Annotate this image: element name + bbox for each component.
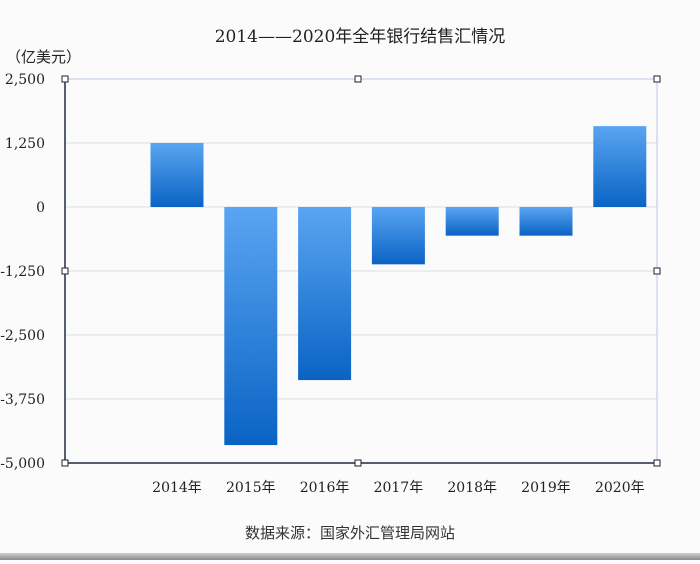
resize-handle[interactable] <box>354 459 362 467</box>
y-tick-label: -2,500 <box>0 328 45 344</box>
bar-2016年 <box>298 207 352 381</box>
x-tick-label: 2015年 <box>226 480 276 496</box>
x-tick-label: 2018年 <box>447 480 497 496</box>
gridlines <box>65 78 657 400</box>
bar-2014年 <box>150 143 204 207</box>
resize-handle[interactable] <box>354 75 362 83</box>
chart-title: 2014——2020年全年银行结售汇情况 <box>215 27 506 47</box>
y-tick-label: 2,500 <box>5 72 45 88</box>
resize-handle[interactable] <box>61 459 69 467</box>
resize-handle[interactable] <box>653 267 661 275</box>
y-tick-label: 0 <box>36 200 45 216</box>
resize-handle[interactable] <box>653 75 661 83</box>
bar-2019年 <box>519 207 573 236</box>
x-tick-label: 2016年 <box>300 480 350 496</box>
y-tick-label: -5,000 <box>0 456 45 472</box>
bar-2018年 <box>445 207 499 236</box>
x-tick-label: 2020年 <box>595 480 645 496</box>
resize-handle[interactable] <box>61 267 69 275</box>
x-axis-tick-labels: 2014年 2015年 2016年 2017年 2018年 2019年 2020年 <box>152 480 644 496</box>
y-tick-label: -3,750 <box>0 392 45 408</box>
y-axis-tick-labels: 2,500 1,250 0 -1,250 -2,500 -3,750 -5,000 <box>0 72 45 472</box>
y-tick-label: 1,250 <box>5 136 45 152</box>
selection-handles[interactable] <box>61 75 661 467</box>
bars <box>150 126 647 446</box>
source-note: 数据来源：国家外汇管理局网站 <box>245 524 455 542</box>
x-tick-label: 2017年 <box>374 480 424 496</box>
bar-2020年 <box>593 126 647 207</box>
bar-2015年 <box>224 207 278 446</box>
bar-2017年 <box>371 207 425 265</box>
resize-handle[interactable] <box>653 459 661 467</box>
x-tick-label: 2014年 <box>152 480 202 496</box>
y-tick-label: -1,250 <box>0 264 45 280</box>
window-bottom-edge <box>0 553 700 560</box>
x-tick-label: 2019年 <box>521 480 571 496</box>
resize-handle[interactable] <box>61 75 69 83</box>
y-axis-unit-label: （亿美元） <box>6 48 81 66</box>
